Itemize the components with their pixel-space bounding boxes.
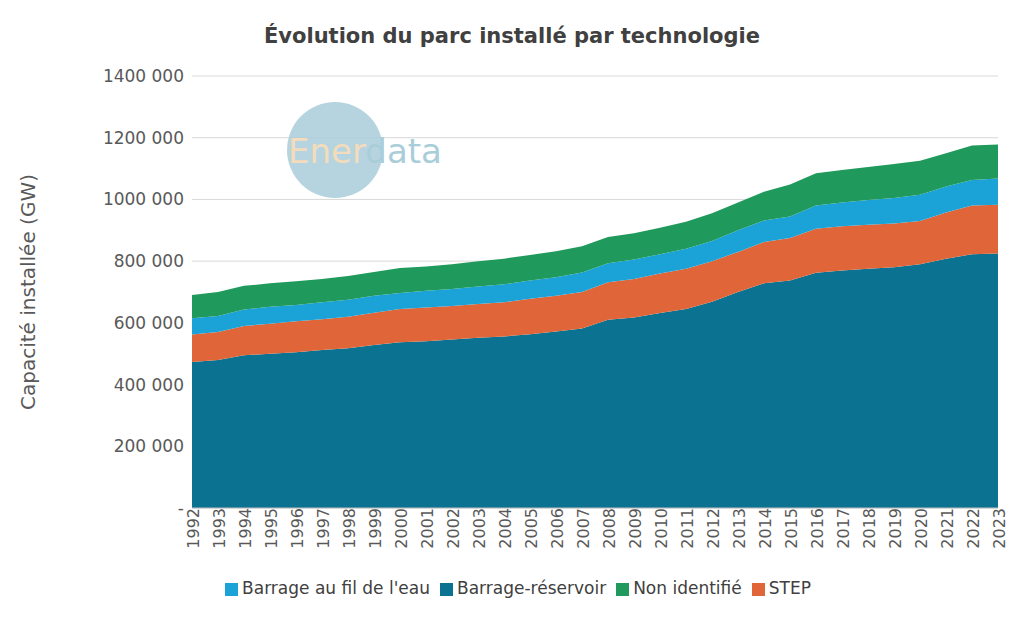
svg-text:1400 000: 1400 000 bbox=[103, 66, 184, 86]
svg-text:800 000: 800 000 bbox=[114, 251, 184, 271]
svg-text:2005: 2005 bbox=[522, 508, 541, 549]
svg-text:1997: 1997 bbox=[314, 508, 333, 549]
svg-text:2015: 2015 bbox=[782, 508, 801, 549]
svg-text:1995: 1995 bbox=[262, 508, 281, 549]
svg-text:2010: 2010 bbox=[652, 508, 671, 549]
svg-text:2020: 2020 bbox=[912, 508, 931, 549]
svg-text:2011: 2011 bbox=[678, 508, 697, 549]
svg-text:1200 000: 1200 000 bbox=[103, 128, 184, 148]
html-text:Non identifié: Non identifié bbox=[633, 578, 742, 598]
svg-text:2013: 2013 bbox=[730, 508, 749, 549]
svg-text:2006: 2006 bbox=[548, 508, 567, 549]
svg-text:1000 000: 1000 000 bbox=[103, 189, 184, 209]
svg-text:Capacité installée (GW): Capacité installée (GW) bbox=[16, 174, 40, 410]
svg-text:2019: 2019 bbox=[886, 508, 905, 549]
svg-text:1998: 1998 bbox=[340, 508, 359, 549]
svg-text:2018: 2018 bbox=[860, 508, 879, 549]
svg-text:1996: 1996 bbox=[288, 508, 307, 549]
svg-text:2009: 2009 bbox=[626, 508, 645, 549]
svg-text:1993: 1993 bbox=[210, 508, 229, 549]
svg-text:2000: 2000 bbox=[392, 508, 411, 549]
svg-text:600 000: 600 000 bbox=[114, 313, 184, 333]
svg-text:1992: 1992 bbox=[184, 508, 203, 549]
svg-text:2007: 2007 bbox=[574, 508, 593, 549]
html-text:Barrage au fil de l'eau: Barrage au fil de l'eau bbox=[242, 578, 430, 598]
svg-text:2017: 2017 bbox=[834, 508, 853, 549]
svg-text:200 000: 200 000 bbox=[114, 436, 184, 456]
svg-text:2001: 2001 bbox=[418, 508, 437, 549]
svg-text:1999: 1999 bbox=[366, 508, 385, 549]
svg-text:2016: 2016 bbox=[808, 508, 827, 549]
svg-text:1994: 1994 bbox=[236, 508, 255, 549]
html-text:Évolution du parc installé par: Évolution du parc installé par technolog… bbox=[264, 24, 760, 48]
svg-text:2003: 2003 bbox=[470, 508, 489, 549]
svg-text:2012: 2012 bbox=[704, 508, 723, 549]
svg-text:2022: 2022 bbox=[964, 508, 983, 549]
svg-text:2014: 2014 bbox=[756, 508, 775, 549]
svg-text:2023: 2023 bbox=[990, 508, 1009, 549]
svg-text:2004: 2004 bbox=[496, 508, 515, 549]
svg-text:2002: 2002 bbox=[444, 508, 463, 549]
html-text:STEP: STEP bbox=[768, 578, 811, 598]
svg-text:2021: 2021 bbox=[938, 508, 957, 549]
svg-text:2008: 2008 bbox=[600, 508, 619, 549]
svg-text:400 000: 400 000 bbox=[114, 375, 184, 395]
svg-text:-: - bbox=[178, 498, 184, 518]
html-text:Barrage-réservoir: Barrage-réservoir bbox=[457, 578, 607, 598]
svg-text:Enerdata: Enerdata bbox=[288, 131, 442, 171]
